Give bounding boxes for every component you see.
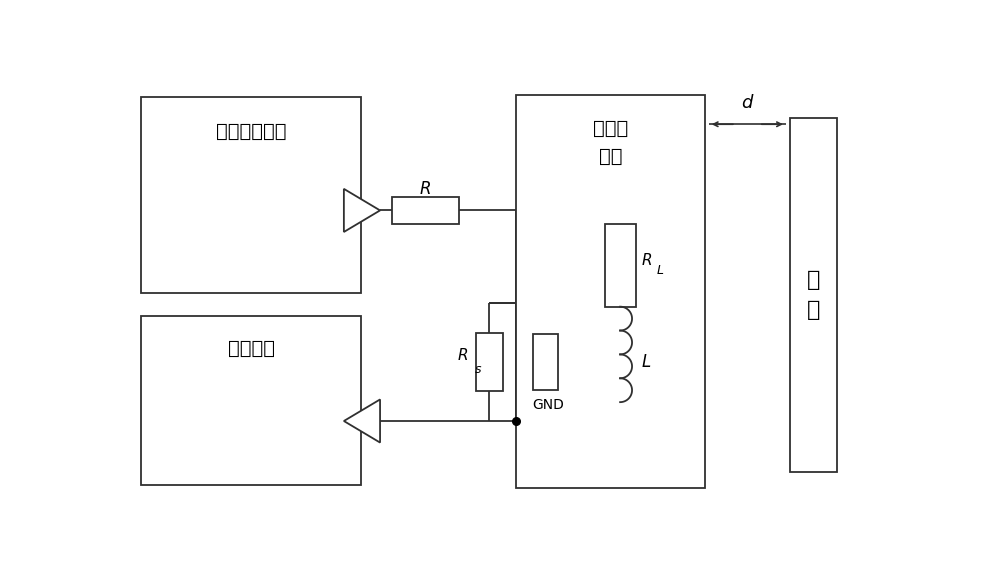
Bar (516, 95, 705, 488)
Text: L: L (642, 353, 651, 371)
Bar (605, 225, 636, 307)
Bar (533, 334, 558, 390)
Text: R: R (642, 252, 652, 268)
Text: L: L (657, 264, 664, 277)
Bar (392, 197, 459, 225)
Text: s: s (475, 363, 482, 376)
Bar (476, 333, 503, 391)
Bar (141, 96, 361, 293)
Polygon shape (344, 189, 380, 232)
Text: 脉冲发生单元: 脉冲发生单元 (216, 122, 286, 141)
Text: GND: GND (532, 398, 564, 412)
Text: 检测单元: 检测单元 (228, 339, 275, 358)
Text: 传感器
探头: 传感器 探头 (593, 119, 628, 166)
Bar (790, 118, 837, 472)
Text: 靶
标: 靶 标 (807, 270, 820, 320)
Bar (141, 316, 361, 485)
Text: R: R (457, 348, 468, 363)
Text: R: R (420, 180, 431, 198)
Text: d: d (742, 94, 753, 112)
Polygon shape (344, 399, 380, 443)
